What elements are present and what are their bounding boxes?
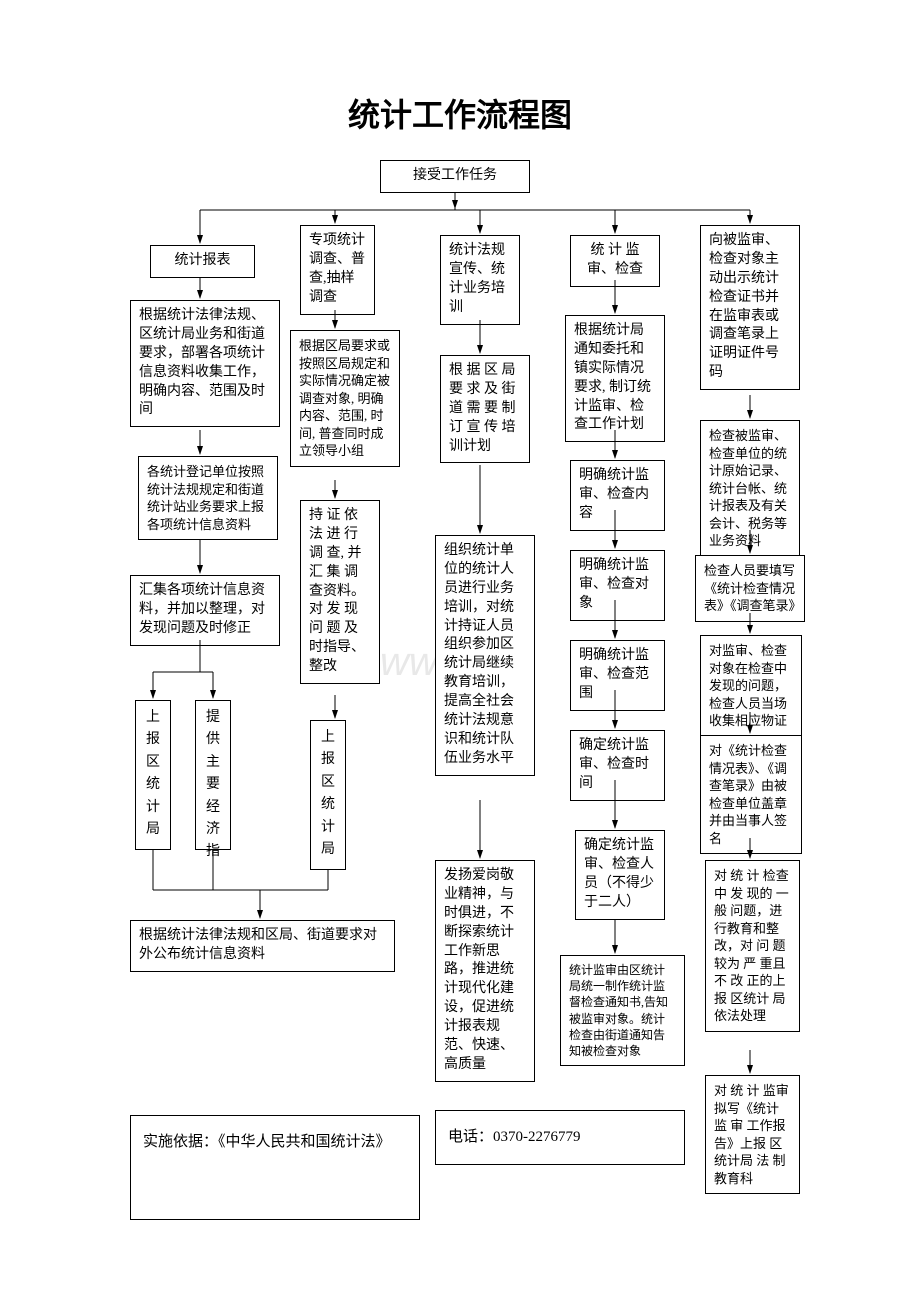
col3-b3: 发扬爱岗敬业精神，与时俱进，不断探索统计工作新思路，推进统计现代化建设，促进统计…: [435, 860, 535, 1082]
col1-b5: 根据统计法律法规和区局、街道要求对外公布统计信息资料: [130, 920, 395, 972]
col1-b3: 汇集各项统计信息资料，并加以整理，对发现问题及时修正: [130, 575, 280, 646]
col2-b3: 上报区统计局: [310, 720, 346, 870]
col3-head: 统计法规宣传、统计业务培训: [440, 235, 520, 325]
col2-b1: 根据区局要求或按照区局规定和实际情况确定被调查对象, 明确内容、范围, 时间, …: [290, 330, 400, 467]
col1-b4a: 上报区统计局: [135, 700, 171, 850]
col4-head: 统 计 监审、检查: [570, 235, 660, 287]
col5-b5: 对《统计检查情况表》、《调查笔录》由被检查单位盖章并由当事人签名: [700, 735, 802, 854]
footer-basis: 实施依据：《中华人民共和国统计法》: [130, 1115, 420, 1220]
col3-b1: 根 据 区 局要 求 及 街道 需 要 制订 宣 传 培训计划: [440, 355, 530, 463]
col2-head: 专项统计调查、普查,抽样调查: [300, 225, 375, 315]
col4-b6: 确定统计监审、检查人员（不得少于二人）: [575, 830, 665, 920]
col1-b4b: 提供主要经济指: [195, 700, 231, 850]
col4-b5: 确定统计监审、检查时间: [570, 730, 665, 801]
page-title: 统计工作流程图: [0, 90, 920, 136]
page: 统计工作流程图 www 接受工作任务 统计报表 根据统计法律法规、区统计局业务和…: [0, 0, 920, 1302]
col1-head: 统计报表: [150, 245, 255, 278]
col1-b1: 根据统计法律法规、区统计局业务和街道要求，部署各项统计信息资料收集工作，明确内容…: [130, 300, 280, 427]
col3-b2: 组织统计单位的统计人员进行业务培训，对统计持证人员组织参加区统计局继续教育培训，…: [435, 535, 535, 776]
col5-b4: 对监审、检查对象在检查中发现的问题，检查人员当场收集相应物证: [700, 635, 802, 737]
col4-b2: 明确统计监审、检查内容: [570, 460, 665, 531]
col4-b4: 明确统计监审、检查范围: [570, 640, 665, 711]
col1-b2: 各统计登记单位按照统计法规规定和街道统计站业务要求上报各项统计信息资料: [138, 456, 278, 540]
footer-phone: 电话：0370-2276779: [435, 1110, 685, 1165]
root-box: 接受工作任务: [380, 160, 530, 193]
col5-b3: 检查人员要填写《统计检查情况表》《调查笔录》: [695, 555, 805, 622]
col4-b7: 统计监审由区统计局统一制作统计监督检查通知书,告知被监审对象。统计检查由街道通知…: [560, 955, 685, 1066]
col2-b2: 持 证 依法 进 行调 查, 并汇 集 调查资料。对 发 现问 题 及时指导、整…: [300, 500, 380, 684]
col5-b7: 对 统 计 监审拟写《统计 监 审 工作报告》上报 区 统计局 法 制教育科: [705, 1075, 800, 1194]
col5-b6: 对 统 计 检查 中 发 现的 一 般 问题，进行教育和整改，对 问 题较为 严…: [705, 860, 800, 1032]
col4-b3: 明确统计监审、检查对象: [570, 550, 665, 621]
col4-b1: 根据统计局通知委托和镇实际情况要求, 制订统计监审、检查工作计划: [565, 315, 665, 442]
col5-b1: 向被监审、检查对象主动出示统计检查证书并在监审表或调查笔录上证明证件号码: [700, 225, 800, 390]
col5-b2: 检查被监审、检查单位的统计原始记录、统计台帐、统计报表及有关会计、税务等业务资料: [700, 420, 800, 557]
